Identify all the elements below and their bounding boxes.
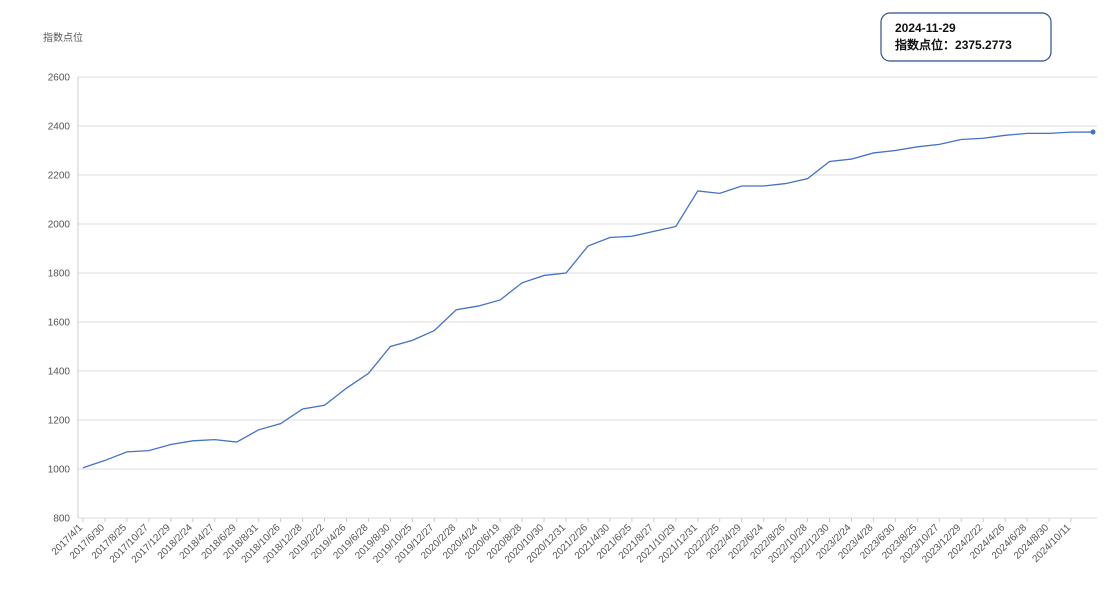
y-tick-label: 2000 [48, 220, 71, 231]
tooltip-date: 2024-11-29 [895, 21, 956, 35]
y-tick-label: 1800 [48, 269, 71, 280]
tooltip-box [880, 12, 1052, 62]
y-tick-label: 1400 [48, 367, 71, 378]
line [82, 131, 1094, 469]
y-tick-label: 1000 [48, 465, 71, 476]
tooltip-number: 2375.2773 [955, 38, 1012, 52]
y-tick-label: 2200 [48, 171, 71, 182]
y-tick-label: 2400 [48, 122, 71, 133]
point [1090, 129, 1096, 135]
y-tick-label: 2600 [48, 73, 71, 84]
y-tick-label: 1600 [48, 318, 71, 329]
y-tick-label: 1200 [48, 416, 71, 427]
y-axis-label: 指数点位 [43, 31, 83, 44]
y-tick-label: 800 [53, 514, 70, 525]
tooltip-value: 指数点位：2375.2773 [895, 37, 1012, 52]
tooltip-label: 指数点位： [895, 37, 955, 52]
